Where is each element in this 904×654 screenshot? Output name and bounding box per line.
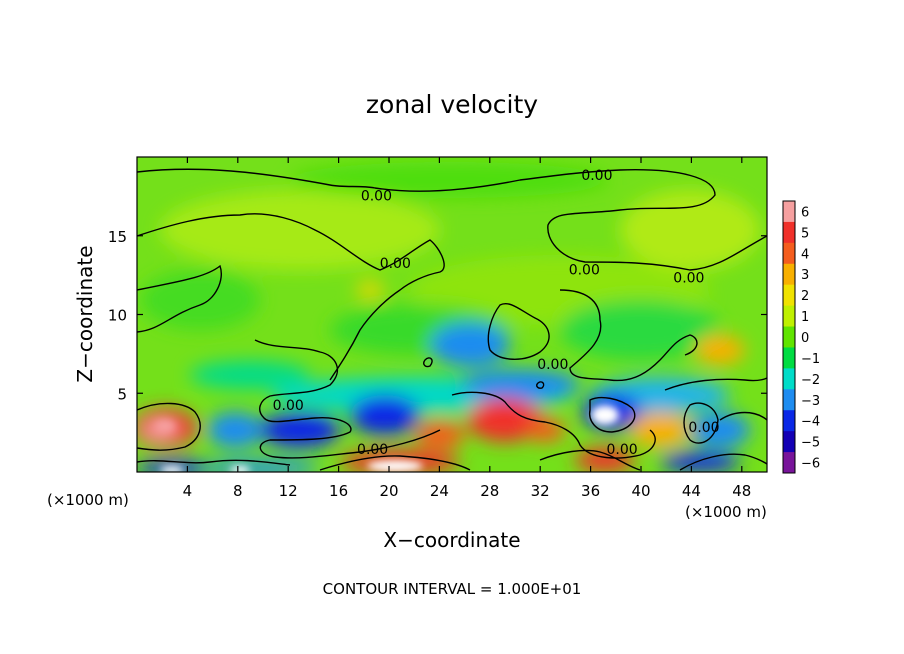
colorbar-label: 0 — [801, 331, 809, 346]
x-axis-label: X−coordinate — [383, 528, 520, 552]
contour-label: 0.00 — [688, 420, 719, 436]
colorbar-label: −5 — [801, 436, 820, 451]
y-axis-label: Z−coordinate — [73, 245, 97, 382]
colorbar-swatch — [783, 410, 795, 432]
contour-line-lower-5 — [683, 402, 719, 444]
colorbar-swatch — [783, 284, 795, 307]
colorbar-label: 3 — [801, 268, 809, 283]
colorbar-swatch — [783, 201, 795, 223]
y-tick-label: 10 — [108, 307, 127, 325]
colorbar-label: 4 — [801, 247, 809, 262]
contour-line-upper-2 — [137, 213, 445, 381]
x-unit-label-right: (×1000 m) — [685, 503, 767, 521]
contour-line-bottom — [137, 459, 291, 466]
x-tick-label: 24 — [430, 482, 449, 500]
contour-line-left — [137, 264, 222, 333]
colorbar-swatch — [783, 326, 795, 348]
colorbar-label: 2 — [801, 289, 809, 304]
contour-line-lower-2 — [451, 391, 656, 459]
colorbar-swatch — [783, 221, 795, 244]
x-tick-label: 12 — [279, 482, 298, 500]
x-tick-label: 8 — [233, 482, 243, 500]
colorbar-swatch — [783, 452, 795, 474]
x-unit-label-left: (×1000 m) — [47, 491, 129, 509]
x-tick-label: 28 — [480, 482, 499, 500]
contour-lines — [137, 168, 767, 471]
colorbar: 6 5 4 3 2 1 0 −1 −2 −3 −4 −5 −6 — [782, 200, 820, 474]
colorbar-label: −6 — [801, 457, 820, 472]
contour-line-lower-6 — [719, 411, 767, 421]
contour-line-upper — [137, 168, 767, 271]
colorbar-swatch — [783, 368, 795, 390]
x-tick-label: 4 — [183, 482, 193, 500]
contour-interval-footer: CONTOUR INTERVAL = 1.000E+01 — [323, 580, 582, 598]
colorbar-swatch — [783, 389, 795, 411]
x-tick-label: 44 — [682, 482, 701, 500]
colorbar-swatch — [783, 347, 795, 369]
contour-line-bottom-3 — [539, 449, 641, 471]
chart-title: zonal velocity — [366, 90, 538, 119]
colorbar-label: 6 — [801, 205, 809, 220]
contour-line-bottom-2 — [319, 455, 471, 471]
plot-area: 0.00 0.00 0.00 0.00 0.00 0.00 0.00 0.00 0.00 0.00 — [137, 157, 767, 472]
contour-line-lower-4 — [664, 377, 767, 391]
colorbar-swatch — [783, 242, 795, 265]
contour-label: 0.00 — [673, 270, 704, 286]
contour-label: 0.00 — [581, 168, 612, 184]
contour-line-lower — [137, 402, 201, 451]
x-tick-label: 48 — [732, 482, 751, 500]
contour-line-small-2 — [536, 381, 545, 389]
x-tick-label: 20 — [379, 482, 398, 500]
x-tick-label: 36 — [581, 482, 600, 500]
x-axis: 4 8 12 16 20 24 28 32 36 40 44 48 — [183, 157, 751, 500]
y-axis: 5 10 15 — [108, 228, 767, 403]
colorbar-frame — [782, 200, 796, 474]
contour-label: 0.00 — [361, 188, 392, 204]
y-tick-label: 5 — [117, 385, 127, 403]
contour-label: 0.00 — [537, 357, 568, 373]
y-tick-label: 15 — [108, 228, 127, 246]
x-tick-label: 40 — [631, 482, 650, 500]
contour-label: 0.00 — [380, 256, 411, 272]
contour-label: 0.00 — [607, 442, 638, 458]
contour-line-lower-3 — [588, 396, 636, 433]
colorbar-label: −3 — [801, 394, 820, 409]
x-tick-label: 32 — [531, 482, 550, 500]
colorbar-label: 5 — [801, 226, 809, 241]
colorbar-swatch — [783, 263, 795, 286]
contour-label: 0.00 — [357, 442, 388, 458]
contour-labels: 0.00 0.00 0.00 0.00 0.00 0.00 0.00 0.00 0.00 0.00 — [273, 168, 720, 458]
contour-line-mid — [254, 339, 441, 459]
contour-line-bottom-4 — [679, 453, 767, 471]
contour-label: 0.00 — [273, 398, 304, 414]
colorbar-swatch — [783, 431, 795, 453]
contour-line-right-2 — [559, 289, 698, 382]
contour-line-right — [487, 303, 550, 360]
colorbar-label: 1 — [801, 310, 809, 325]
colorbar-label: −2 — [801, 373, 820, 388]
colorbar-label: −4 — [801, 415, 820, 430]
colorbar-swatch — [783, 305, 795, 328]
contour-line-small-1 — [423, 357, 433, 368]
contour-label: 0.00 — [569, 262, 600, 278]
x-tick-label: 16 — [329, 482, 348, 500]
colorbar-label: −1 — [801, 352, 820, 367]
